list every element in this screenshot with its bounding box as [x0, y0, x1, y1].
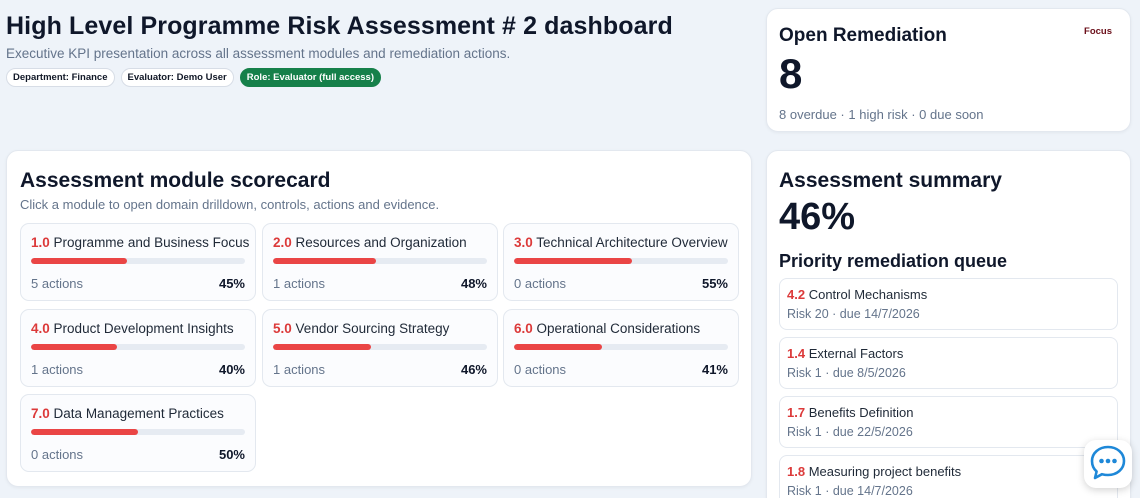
queue-item-meta: Risk 20 · due 14/7/2026 — [787, 306, 920, 321]
module-percent: 55% — [701, 276, 728, 291]
module-card[interactable]: 5.0 Vendor Sourcing Strategy 1 actions 46… — [262, 309, 498, 387]
queue-item-number: 1.8 — [787, 463, 806, 479]
assessment-summary-card: Assessment summary 46% Priority remediat… — [766, 150, 1131, 498]
module-progress-bar — [514, 344, 728, 350]
module-card[interactable]: 1.0 Programme and Business Focus 5 actio… — [20, 223, 256, 301]
summary-title: Assessment summary — [779, 169, 1002, 192]
module-number: 7.0 — [31, 406, 50, 421]
scorecard-title: Assessment module scorecard — [20, 169, 331, 192]
page-subtitle: Executive KPI presentation across all as… — [6, 46, 511, 61]
module-progress-bar — [273, 344, 487, 350]
module-name: Programme and Business Focus — [53, 235, 250, 250]
module-card[interactable]: 7.0 Data Management Practices 0 actions 5… — [20, 394, 256, 472]
queue-item-meta: Risk 1 · due 8/5/2026 — [787, 365, 906, 380]
module-name: Resources and Organization — [295, 235, 467, 250]
module-name: Operational Considerations — [536, 321, 701, 336]
queue-item-number: 1.4 — [787, 345, 806, 361]
queue-item[interactable]: 4.2 Control Mechanisms Risk 20 · due 14/… — [779, 277, 1118, 330]
module-progress-fill — [31, 258, 128, 264]
queue-item-name: Benefits Definition — [808, 404, 914, 420]
module-number: 5.0 — [273, 321, 292, 336]
department-tag: Department: Finance — [6, 68, 115, 87]
queue-item[interactable]: 1.8 Measuring project benefits Risk 1 · … — [779, 454, 1118, 498]
page-header: High Level Programme Risk Assessment # 2… — [6, 12, 746, 87]
module-actions: 0 actions — [31, 447, 84, 462]
scorecard-hint: Click a module to open domain drilldown,… — [20, 197, 440, 212]
module-card[interactable]: 6.0 Operational Considerations 0 actions… — [503, 309, 739, 387]
queue-item-number: 1.7 — [787, 404, 806, 420]
queue-item-name: Control Mechanisms — [808, 286, 928, 302]
module-percent: 45% — [218, 276, 245, 291]
queue-item-number: 4.2 — [787, 286, 806, 302]
summary-score: 46% — [779, 196, 856, 238]
module-number: 4.0 — [31, 321, 50, 336]
open-remediation-card[interactable]: Open Remediation Focus 8 8 overdue · 1 h… — [766, 8, 1131, 132]
role-tag: Role: Evaluator (full access) — [239, 68, 381, 87]
module-card[interactable]: 2.0 Resources and Organization 1 actions… — [262, 223, 498, 301]
module-number: 3.0 — [514, 235, 533, 250]
module-percent: 48% — [460, 276, 487, 291]
queue-item[interactable]: 1.7 Benefits Definition Risk 1 · due 22/… — [779, 395, 1118, 448]
page-title: High Level Programme Risk Assessment # 2… — [6, 12, 673, 40]
module-number: 2.0 — [273, 235, 292, 250]
module-progress-bar — [31, 258, 245, 264]
module-name: Vendor Sourcing Strategy — [295, 321, 450, 336]
remediation-queue: 4.2 Control Mechanisms Risk 20 · due 14/… — [779, 277, 1118, 498]
module-actions: 1 actions — [31, 362, 84, 377]
module-progress-bar — [31, 429, 245, 435]
queue-item-meta: Risk 1 · due 14/7/2026 — [787, 483, 913, 498]
queue-title: Priority remediation queue — [779, 250, 1008, 271]
module-grid: 1.0 Programme and Business Focus 5 actio… — [20, 223, 739, 493]
queue-item-name: Measuring project benefits — [808, 463, 962, 479]
module-percent: 50% — [218, 447, 245, 462]
module-progress-bar — [273, 258, 487, 264]
module-actions: 5 actions — [31, 276, 84, 291]
module-percent: 46% — [460, 362, 487, 377]
module-progress-fill — [273, 344, 372, 350]
module-actions: 0 actions — [514, 276, 567, 291]
chat-button[interactable] — [1084, 440, 1132, 488]
module-progress-fill — [31, 429, 138, 435]
module-percent: 41% — [701, 362, 728, 377]
context-tags: Department: Finance Evaluator: Demo User… — [6, 68, 746, 87]
module-scorecard: Assessment module scorecard Click a modu… — [6, 150, 752, 487]
module-name: Data Management Practices — [53, 406, 224, 421]
module-actions: 0 actions — [514, 362, 567, 377]
module-card[interactable]: 3.0 Technical Architecture Overview 0 ac… — [503, 223, 739, 301]
queue-item-meta: Risk 1 · due 22/5/2026 — [787, 424, 913, 439]
module-progress-bar — [31, 344, 245, 350]
module-progress-bar — [514, 258, 728, 264]
module-percent: 40% — [218, 362, 245, 377]
module-number: 1.0 — [31, 235, 50, 250]
evaluator-tag: Evaluator: Demo User — [120, 68, 234, 87]
queue-item[interactable]: 1.4 External Factors Risk 1 · due 8/5/20… — [779, 336, 1118, 389]
module-progress-fill — [514, 258, 632, 264]
module-card[interactable]: 4.0 Product Development Insights 1 actio… — [20, 309, 256, 387]
module-actions: 1 actions — [273, 276, 326, 291]
module-progress-fill — [514, 344, 602, 350]
module-progress-fill — [273, 258, 376, 264]
module-actions: 1 actions — [273, 362, 326, 377]
chat-bubble-icon — [1088, 442, 1128, 487]
module-progress-fill — [31, 344, 117, 350]
module-number: 6.0 — [514, 321, 533, 336]
module-name: Product Development Insights — [53, 321, 234, 336]
focus-badge: Focus — [1084, 26, 1112, 37]
module-name: Technical Architecture Overview — [536, 235, 728, 250]
open-remediation-meta: 8 overdue · 1 high risk · 0 due soon — [779, 107, 984, 122]
open-remediation-label: Open Remediation — [779, 25, 947, 46]
queue-item-name: External Factors — [808, 345, 904, 361]
open-remediation-count: 8 — [779, 50, 803, 97]
